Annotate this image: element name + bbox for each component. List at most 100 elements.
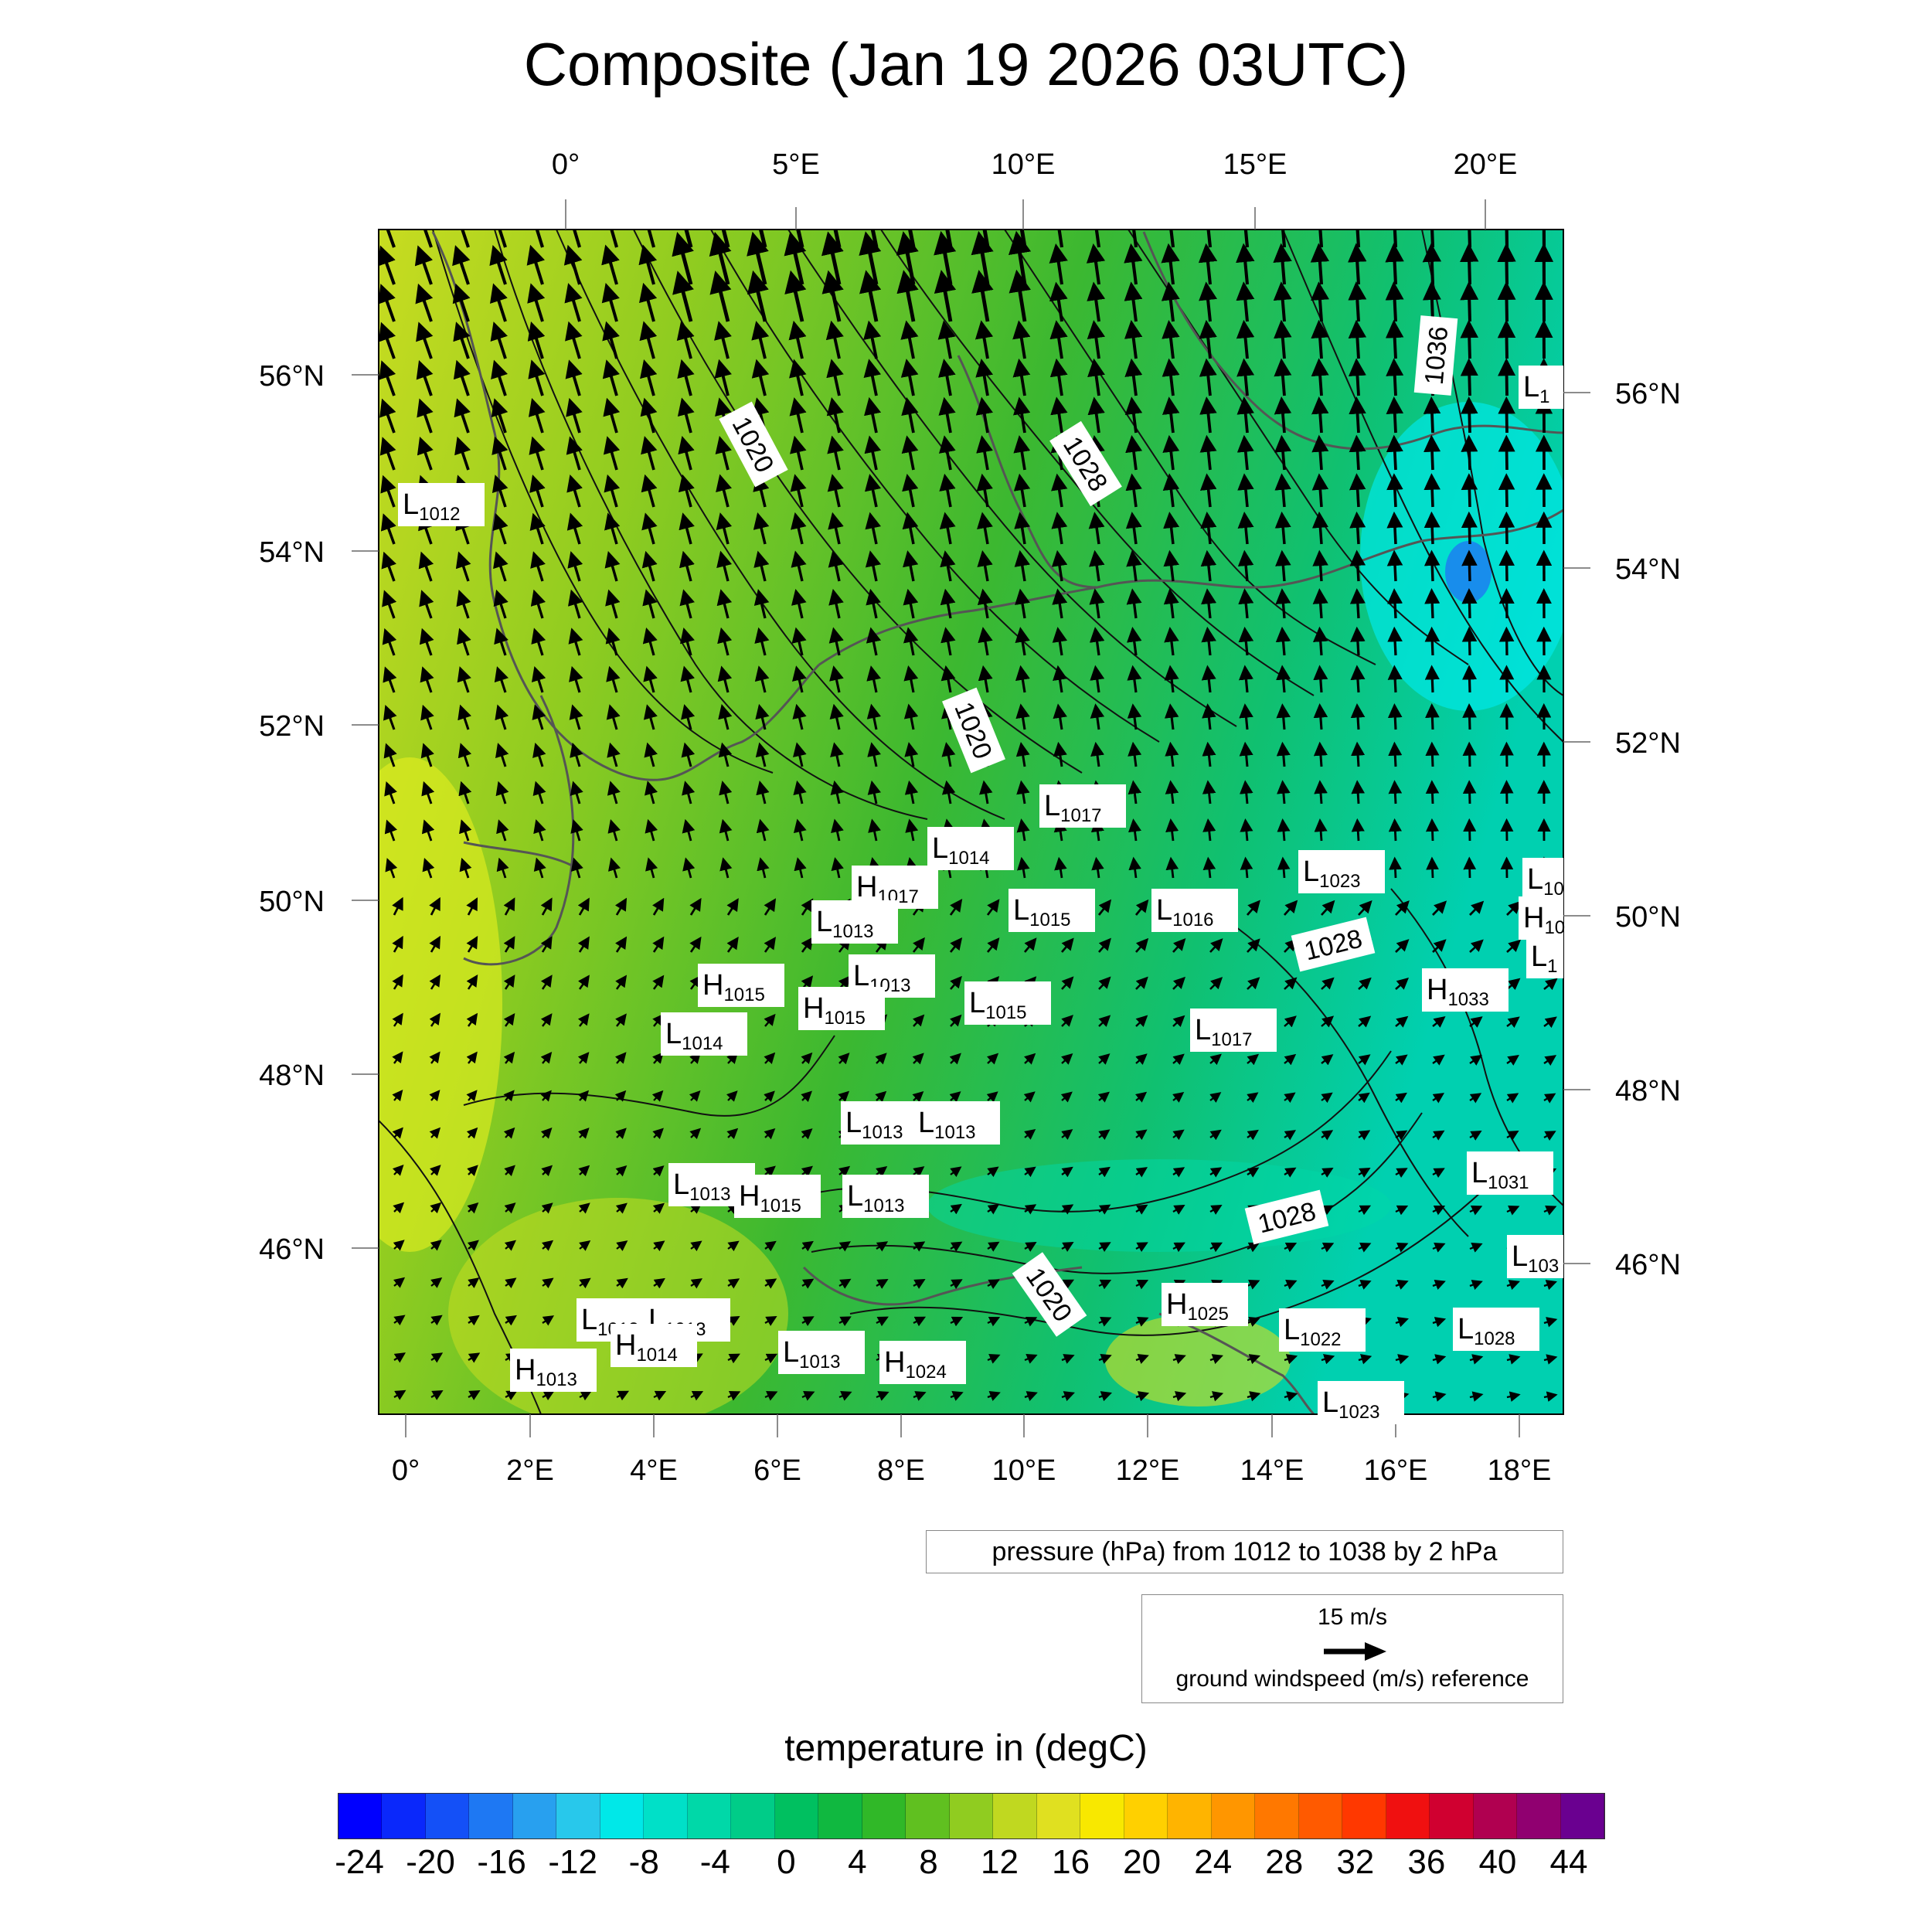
- wind-arrow: [1321, 1354, 1335, 1365]
- wind-arrow: [1098, 976, 1111, 990]
- wind-arrow: [638, 244, 658, 285]
- wind-arrow: [531, 665, 546, 693]
- left-tick: 54°N: [259, 536, 325, 569]
- wind-arrow: [1209, 938, 1223, 953]
- wind-arrow: [1097, 1091, 1110, 1103]
- wind-arrow: [1202, 856, 1216, 879]
- wind-arrow: [1172, 1129, 1185, 1141]
- wind-arrow: [1277, 818, 1291, 842]
- wind-arrow: [867, 780, 881, 804]
- wind-arrow: [682, 857, 696, 879]
- wind-arrow: [939, 512, 956, 545]
- wind-arrow: [1425, 741, 1440, 767]
- wind-arrow: [452, 245, 471, 285]
- wind-arrow: [429, 1127, 441, 1139]
- wind-arrow: [987, 1391, 1001, 1401]
- wind-arrow: [454, 436, 471, 471]
- wind-arrow: [1172, 1354, 1186, 1365]
- wind-arrow: [764, 1165, 776, 1177]
- wind-arrow: [1321, 1167, 1334, 1178]
- wind-arrow: [566, 436, 583, 471]
- wind-arrow: [540, 897, 553, 916]
- wind-arrow: [1498, 358, 1516, 396]
- wind-arrow: [578, 1202, 590, 1214]
- colorbar-label: 24: [1194, 1843, 1233, 1881]
- low-pressure-label: L1015: [1009, 889, 1095, 932]
- wind-arrow: [458, 781, 472, 804]
- wind-arrow: [677, 397, 695, 434]
- wind-arrow: [1061, 1204, 1074, 1215]
- wind-arrow: [1098, 1015, 1111, 1027]
- wind-arrow: [1395, 978, 1410, 990]
- wind-arrow: [913, 1241, 926, 1252]
- wind-arrow: [505, 1277, 517, 1289]
- wind-arrow: [949, 1053, 961, 1065]
- wind-arrow: [1388, 818, 1402, 842]
- label-background: [734, 1175, 821, 1218]
- isobar-line: [463, 1035, 835, 1117]
- wind-arrow: [876, 1390, 889, 1401]
- wind-arrow: [1281, 230, 1287, 248]
- wind-arrow: [976, 435, 993, 471]
- wind-arrow: [1321, 977, 1335, 990]
- pressure-system-text: H1013: [515, 1354, 577, 1390]
- wind-arrow: [645, 818, 658, 842]
- wind-arrow: [385, 858, 398, 879]
- wind-arrow: [676, 321, 695, 359]
- low-pressure-label: L1015: [964, 981, 1051, 1025]
- wind-arrow: [1432, 1168, 1445, 1179]
- wind-arrow: [1202, 703, 1216, 730]
- wind-arrow: [689, 1090, 701, 1102]
- wind-arrow: [1497, 319, 1516, 359]
- wind-arrow: [1311, 396, 1329, 434]
- wind-arrow: [494, 628, 509, 656]
- wind-arrow: [1202, 818, 1216, 842]
- wind-arrow: [605, 628, 621, 656]
- wind-arrow: [1462, 741, 1477, 767]
- wind-arrow: [1090, 665, 1105, 693]
- label-background: [1151, 889, 1238, 932]
- wind-arrow: [1311, 281, 1329, 322]
- wind-arrow: [392, 1090, 403, 1102]
- wind-arrow: [754, 665, 770, 693]
- pressure-system-text: L1012: [403, 488, 461, 525]
- pressure-system-text: L1013: [783, 1336, 841, 1372]
- colorbar-label: -24: [335, 1843, 384, 1881]
- wind-arrow: [467, 1165, 478, 1176]
- wind-arrow: [615, 1202, 628, 1214]
- wind-arrow: [764, 1278, 777, 1289]
- wind-arrow: [1098, 1316, 1112, 1327]
- wind-arrow: [1506, 1280, 1520, 1291]
- wind-arrow: [383, 704, 397, 730]
- isobar-line: [880, 230, 1315, 696]
- colorbar-swatch: [1168, 1794, 1212, 1838]
- wind-arrow: [828, 627, 844, 656]
- wind-arrow: [866, 627, 882, 656]
- wind-arrow: [1321, 1279, 1335, 1290]
- pressure-system-text: L1: [1523, 371, 1550, 407]
- wind-arrow: [950, 1014, 962, 1027]
- pressure-system-text: L1013: [918, 1107, 976, 1143]
- wind-arrow: [950, 975, 962, 990]
- wind-arrow: [987, 1241, 1000, 1252]
- wind-arrow: [1199, 281, 1218, 322]
- colorbar-label: 32: [1336, 1843, 1375, 1881]
- wind-arrow: [831, 857, 844, 879]
- wind-arrow: [382, 628, 397, 656]
- wind-arrow: [1395, 900, 1410, 916]
- wind-arrow: [1311, 511, 1328, 545]
- wind-arrow: [727, 1278, 740, 1289]
- wind-arrow: [1351, 818, 1365, 842]
- wind-arrow: [1497, 281, 1516, 322]
- wind-arrow: [493, 589, 509, 619]
- wind-arrow: [716, 589, 733, 619]
- wind-arrow: [429, 1051, 440, 1064]
- wind-arrow: [709, 270, 732, 322]
- colorbar-label: 40: [1478, 1843, 1517, 1881]
- wind-arrow: [1015, 742, 1030, 767]
- wind-arrow: [1247, 1092, 1259, 1104]
- wind-arrow: [1432, 1391, 1447, 1402]
- wind-arrow: [1014, 549, 1030, 582]
- isobar-line: [379, 1120, 542, 1414]
